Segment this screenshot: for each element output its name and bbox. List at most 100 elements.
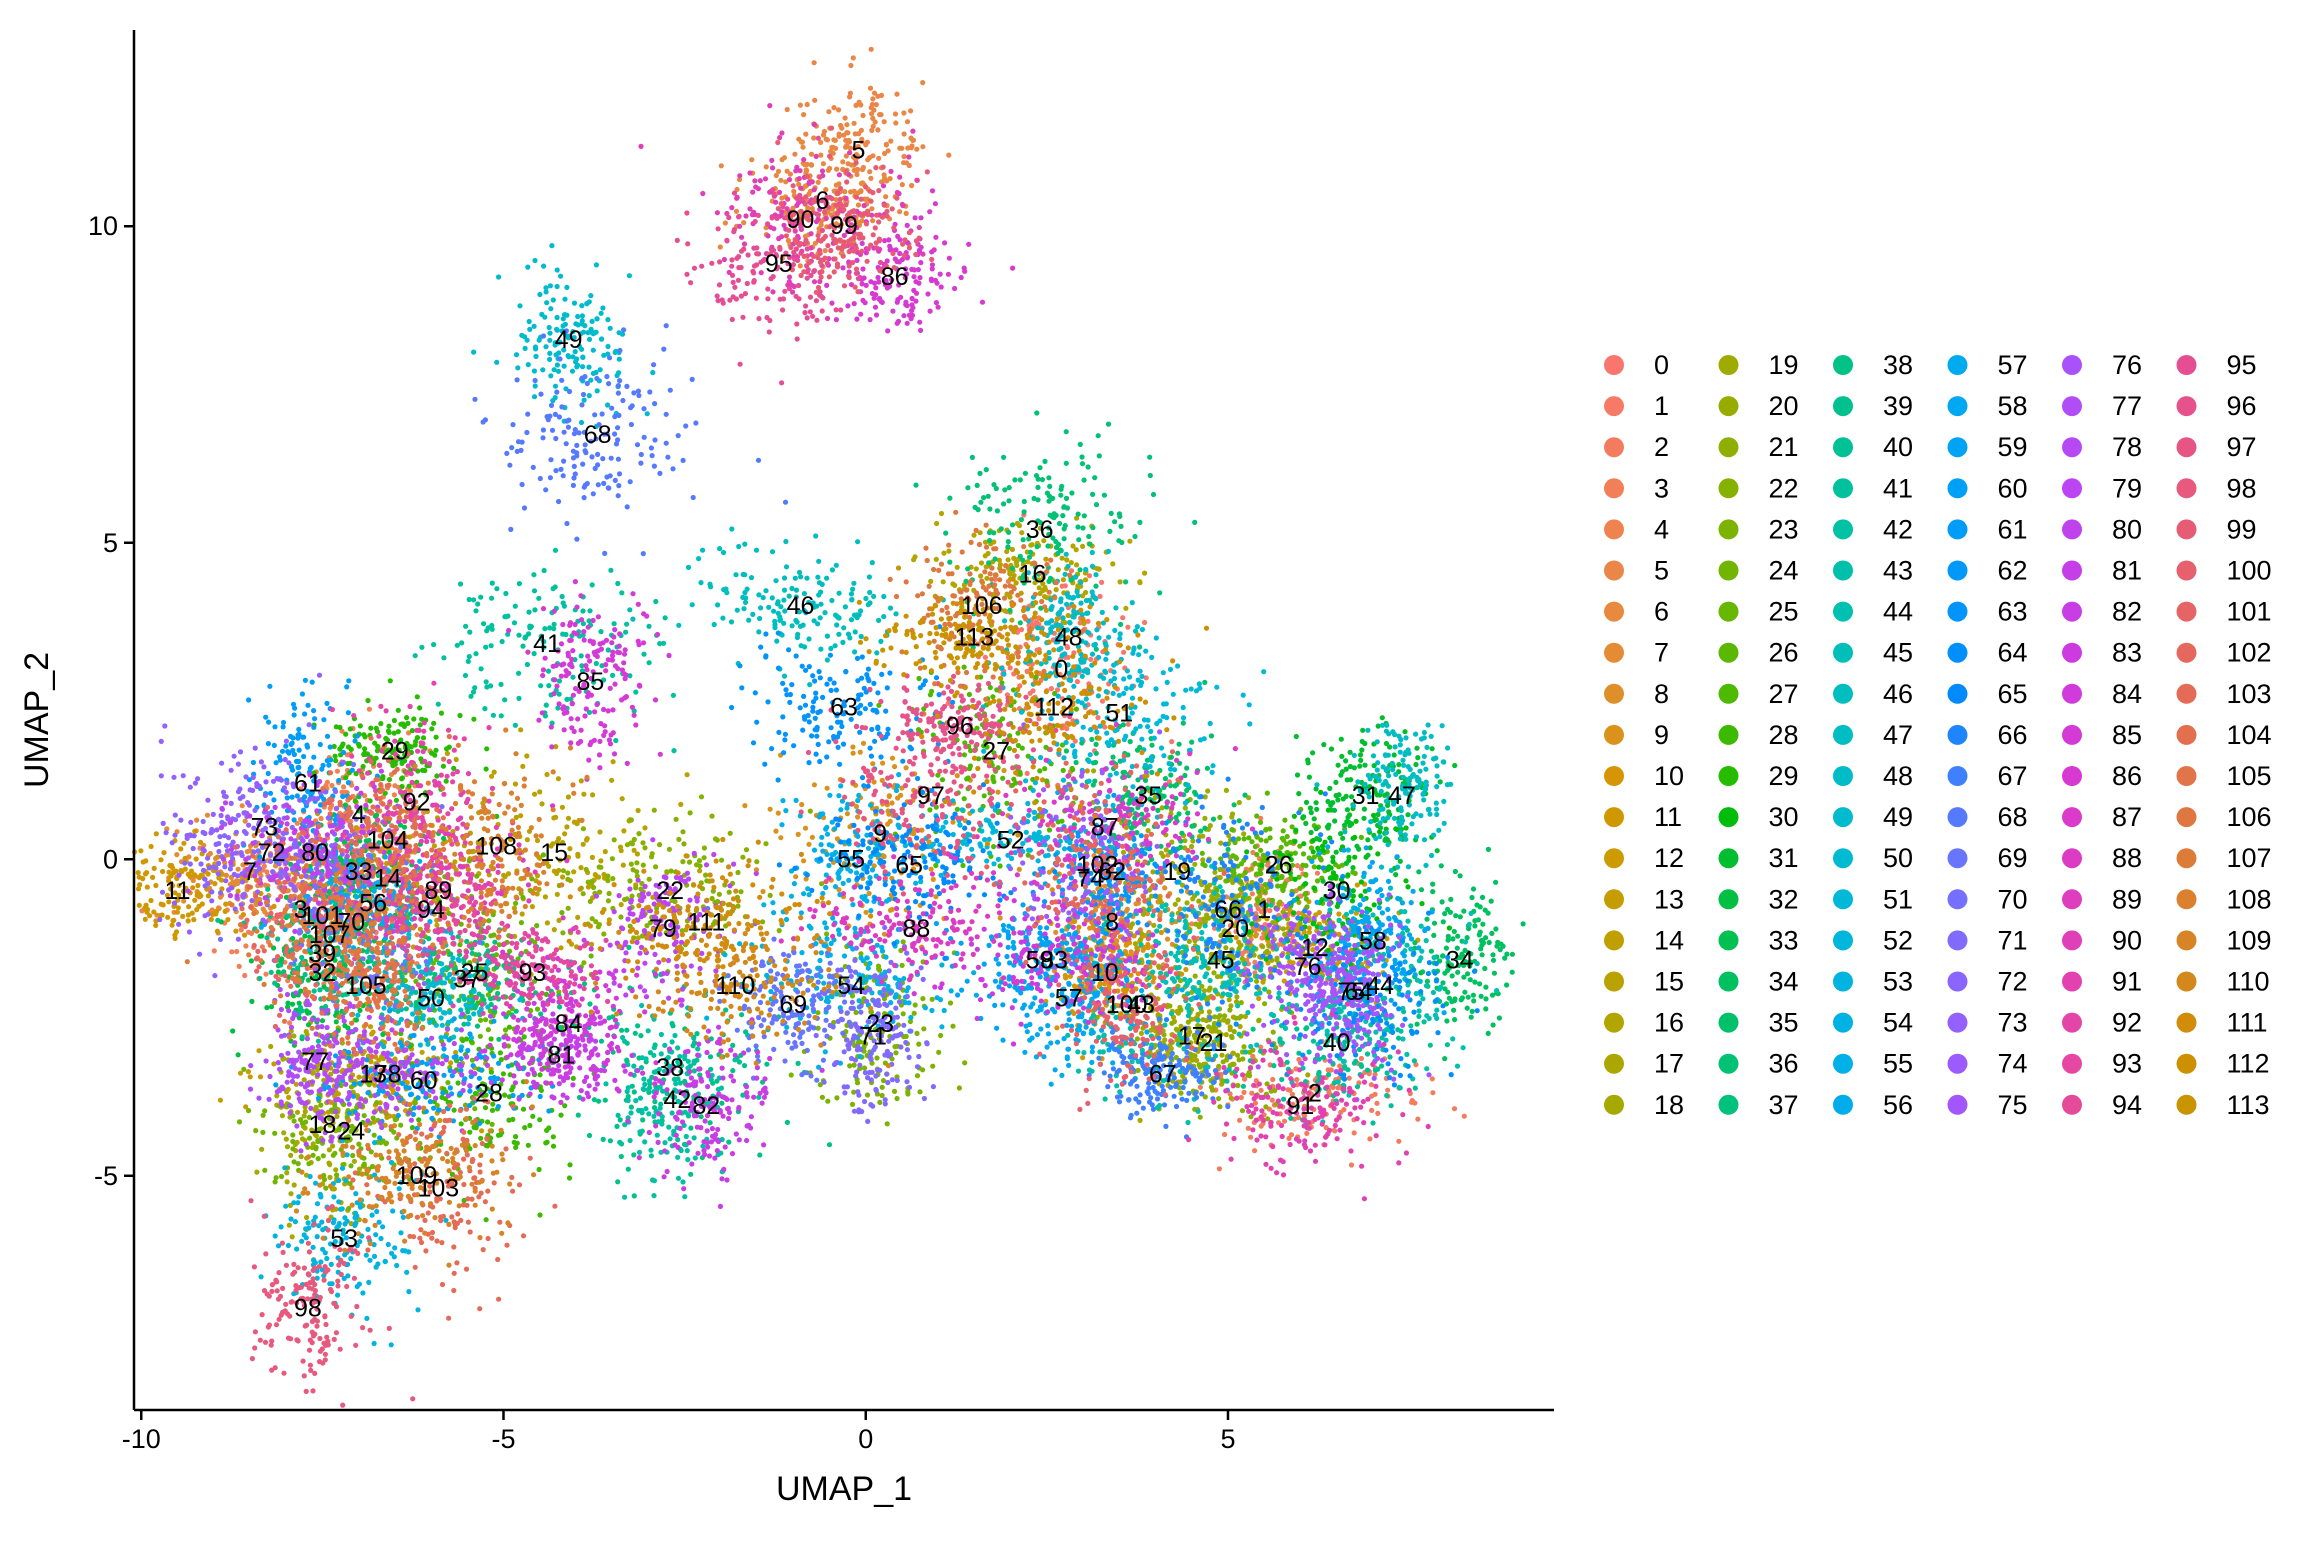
- point: [802, 825, 809, 831]
- point: [1282, 1118, 1288, 1124]
- point: [320, 1153, 326, 1159]
- point: [859, 166, 866, 173]
- point: [136, 902, 142, 908]
- point: [374, 748, 380, 754]
- point: [1402, 729, 1408, 735]
- point: [1252, 959, 1258, 965]
- point: [1374, 1100, 1380, 1106]
- point: [867, 169, 873, 175]
- point: [776, 928, 782, 934]
- point: [566, 1175, 573, 1181]
- point: [366, 706, 372, 712]
- point: [330, 1143, 336, 1149]
- point: [542, 894, 549, 900]
- point: [1091, 768, 1097, 774]
- point: [1224, 878, 1230, 884]
- point: [1403, 825, 1409, 831]
- point: [413, 738, 419, 745]
- point: [633, 885, 639, 891]
- point: [1326, 1089, 1332, 1096]
- point: [984, 575, 990, 581]
- point: [1200, 861, 1206, 867]
- point: [1218, 840, 1224, 846]
- point: [313, 1146, 319, 1152]
- point: [1244, 849, 1250, 855]
- point: [431, 720, 437, 726]
- point: [681, 841, 687, 847]
- point: [1245, 1125, 1251, 1131]
- point: [559, 804, 566, 810]
- point: [1258, 870, 1264, 877]
- point: [929, 996, 935, 1002]
- point: [754, 859, 760, 865]
- point: [803, 131, 809, 137]
- point: [1169, 739, 1175, 745]
- point: [914, 146, 920, 152]
- point: [716, 891, 723, 897]
- point: [869, 101, 876, 108]
- point: [726, 889, 732, 895]
- point: [703, 872, 709, 878]
- point: [1162, 885, 1168, 891]
- point: [1033, 701, 1039, 707]
- point: [1287, 839, 1293, 845]
- point: [558, 1112, 564, 1118]
- point: [1217, 866, 1223, 873]
- point: [299, 1136, 306, 1142]
- point: [1254, 978, 1260, 984]
- point: [235, 866, 241, 872]
- point: [195, 882, 201, 889]
- point: [303, 1119, 309, 1125]
- point: [870, 115, 876, 121]
- point: [1036, 716, 1042, 722]
- point: [1192, 1053, 1198, 1059]
- point: [933, 556, 939, 562]
- point: [343, 775, 349, 781]
- point: [555, 776, 562, 782]
- point: [1233, 928, 1239, 935]
- point: [337, 724, 343, 731]
- point: [871, 90, 878, 96]
- point: [477, 1033, 483, 1039]
- point: [1294, 1077, 1300, 1083]
- point: [610, 876, 616, 882]
- point: [283, 1136, 289, 1142]
- point: [488, 933, 494, 939]
- point: [272, 1130, 278, 1136]
- point: [315, 1156, 321, 1162]
- point: [914, 1030, 920, 1036]
- point: [892, 764, 898, 770]
- point: [485, 1119, 491, 1125]
- point: [1229, 811, 1236, 817]
- point: [151, 909, 157, 915]
- point: [1042, 766, 1048, 772]
- point: [1190, 896, 1196, 902]
- point: [649, 851, 655, 857]
- point: [818, 222, 824, 228]
- point: [797, 263, 803, 269]
- point: [680, 859, 686, 865]
- point: [1227, 1024, 1233, 1030]
- point: [1346, 854, 1352, 860]
- point: [339, 743, 345, 750]
- point: [1430, 1090, 1436, 1096]
- point: [881, 853, 887, 860]
- point: [567, 1162, 573, 1168]
- point: [374, 1100, 380, 1106]
- point: [1037, 768, 1043, 774]
- point: [930, 1063, 936, 1069]
- point: [1143, 675, 1149, 681]
- point: [921, 1026, 927, 1032]
- point: [1349, 898, 1356, 904]
- point: [234, 948, 240, 955]
- point: [284, 1170, 290, 1176]
- point: [1018, 627, 1025, 633]
- point: [1293, 827, 1299, 833]
- point: [1311, 885, 1318, 891]
- point: [618, 902, 624, 908]
- point: [580, 826, 587, 832]
- point: [341, 784, 347, 790]
- point: [1072, 918, 1078, 925]
- point: [373, 725, 379, 732]
- point: [909, 182, 915, 189]
